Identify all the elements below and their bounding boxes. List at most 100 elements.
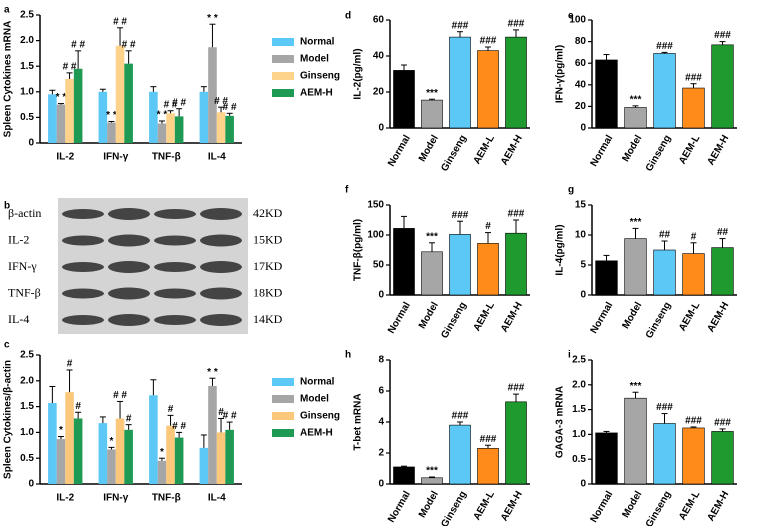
y-tick-label: 0: [28, 479, 34, 490]
blot-band: [62, 209, 104, 219]
x-tick-label: Normal: [589, 300, 616, 336]
significance-label: ###: [656, 402, 673, 413]
significance-label: ***: [630, 95, 642, 106]
bar: [711, 431, 734, 485]
bar: [149, 91, 158, 143]
x-tick-label: Normal: [589, 133, 616, 169]
x-tick-label: Model: [620, 300, 644, 331]
legend-swatch: [272, 89, 294, 97]
significance-label: * *: [56, 92, 67, 103]
bar: [65, 79, 74, 143]
y-tick-label: 1.0: [20, 86, 34, 97]
x-tick-label: IFN-γ: [103, 152, 128, 163]
blot-band: [108, 261, 150, 273]
blot-row-label: IFN-γ: [8, 259, 37, 273]
blot-band: [108, 208, 150, 220]
bar: [421, 251, 443, 296]
y-tick-label: 0.5: [20, 453, 34, 464]
y-tick-label: 2.0: [20, 375, 34, 386]
bar: [56, 104, 66, 143]
x-tick-label: AEM-L: [472, 133, 497, 166]
bar: [107, 449, 116, 484]
bar: [477, 243, 499, 296]
significance-label: #: [168, 404, 174, 415]
legend-label: AEM-H: [300, 88, 333, 99]
y-tick-label: 10: [575, 230, 587, 241]
significance-label: ###: [480, 36, 497, 47]
blot-band: [108, 234, 150, 247]
significance-label: # #: [122, 39, 136, 50]
significance-label: ***: [426, 466, 438, 477]
significance-label: *: [59, 425, 63, 436]
blot-band: [154, 209, 196, 219]
blot-row-label: TNF-β: [8, 285, 41, 299]
significance-label: # #: [172, 421, 186, 432]
blot-band: [108, 287, 150, 300]
bar: [653, 423, 676, 485]
blot-band: [62, 235, 104, 246]
legend-swatch: [272, 429, 294, 437]
bar: [682, 253, 705, 296]
bar: [48, 402, 57, 484]
bar: [393, 466, 415, 485]
legend-label: Ginseng: [300, 411, 340, 422]
x-tick-label: AEM-H: [705, 489, 731, 523]
x-tick-label: IL-4: [208, 493, 226, 504]
bar: [624, 397, 647, 485]
bar: [73, 418, 83, 484]
legend-label: Model: [300, 54, 329, 65]
significance-label: * *: [207, 367, 218, 378]
y-tick-label: 5: [580, 260, 586, 271]
legend-label: Model: [300, 394, 329, 405]
bar: [216, 112, 226, 143]
legend-label: Normal: [300, 377, 335, 388]
x-tick-label: Model: [620, 133, 644, 164]
significance-label: ###: [452, 411, 469, 422]
significance-label: ###: [452, 210, 469, 221]
blot-band: [62, 262, 104, 272]
panel-label: d: [345, 11, 351, 22]
bar: [208, 47, 217, 144]
bar: [711, 44, 734, 129]
y-tick-label: 60: [575, 58, 587, 69]
bar: [505, 232, 527, 296]
y-axis-label: T-bet mRNA: [353, 393, 364, 450]
blot-size-label: 42KD: [253, 206, 283, 220]
panel-label: c: [4, 340, 10, 351]
bar: [477, 50, 499, 129]
blot-band: [62, 315, 104, 325]
x-tick-label: TNF-β: [152, 152, 181, 163]
blot-band: [62, 288, 104, 299]
legend-swatch: [272, 395, 294, 403]
bar: [421, 477, 443, 485]
blot-band: [154, 262, 196, 272]
y-tick-label: 0: [580, 479, 586, 490]
blot-band: [200, 234, 242, 247]
significance-label: # #: [223, 102, 237, 113]
x-tick-label: Ginseng: [439, 489, 469, 526]
y-tick-label: 150: [367, 200, 384, 211]
bar: [477, 448, 499, 485]
y-tick-label: 1.5: [20, 61, 34, 72]
significance-label: ***: [630, 381, 642, 392]
y-tick-label: 60: [373, 15, 385, 26]
bar: [624, 238, 647, 296]
bar: [682, 87, 705, 129]
bar: [449, 234, 471, 296]
blot-row-label: IL-4: [8, 312, 29, 326]
significance-label: ###: [685, 416, 702, 427]
blot-band: [154, 315, 196, 325]
y-tick-label: 2.5: [572, 355, 586, 366]
y-axis-label: IL-2(pg/ml): [353, 48, 364, 99]
bar: [115, 418, 125, 484]
bar: [166, 113, 175, 143]
x-tick-label: Model: [417, 489, 441, 520]
blot: β-actin 42KD IL-2 15KD IFN-γ 17KD TNF-β 18KD IL-…: [8, 198, 283, 334]
panel-label: i: [568, 350, 571, 361]
blot-band: [200, 208, 242, 220]
significance-label: ###: [508, 383, 525, 394]
significance-label: ###: [508, 209, 525, 220]
significance-label: *: [160, 447, 164, 458]
blot-band: [154, 288, 196, 299]
